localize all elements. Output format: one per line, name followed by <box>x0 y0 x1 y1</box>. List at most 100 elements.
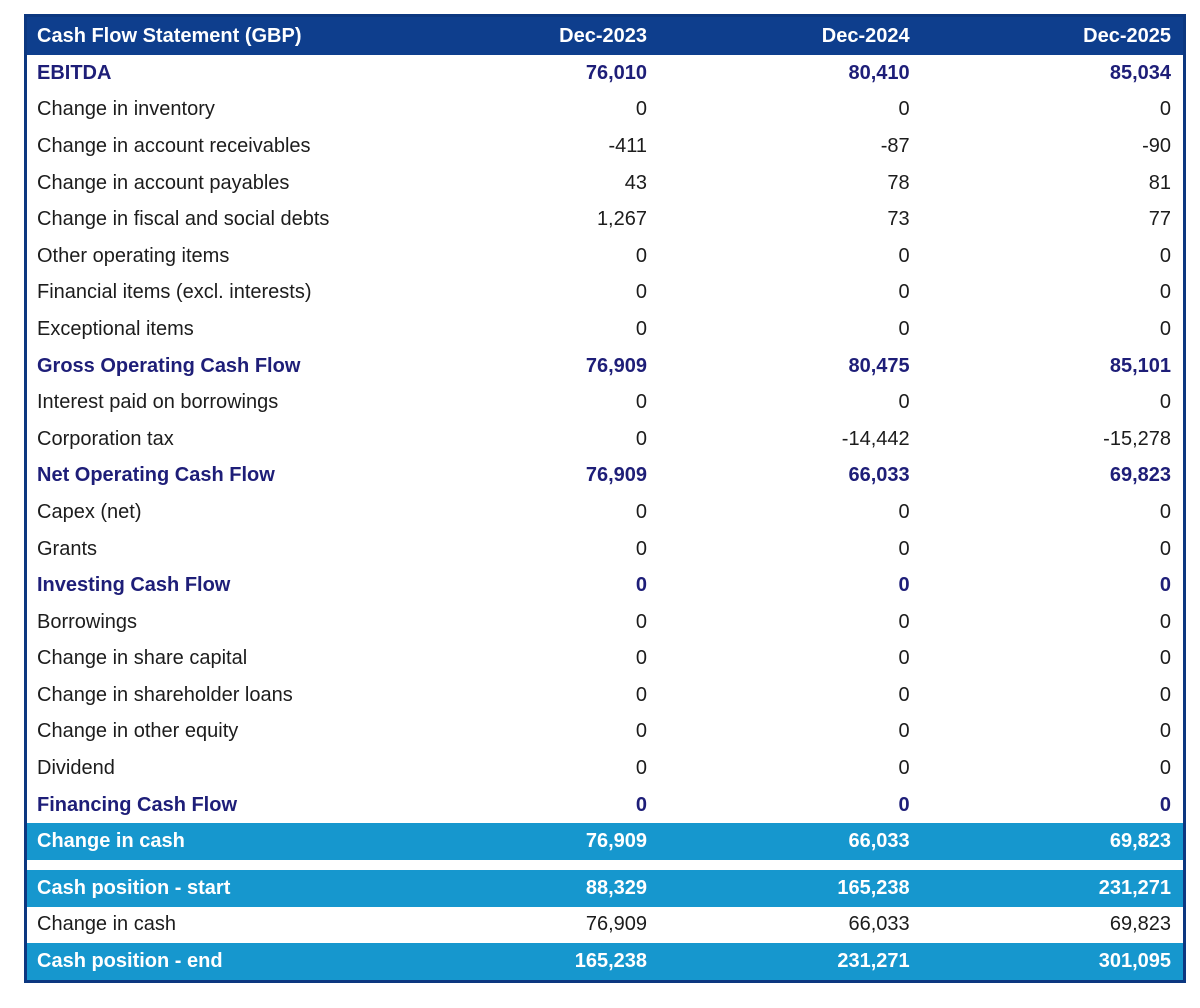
row-label: Financing Cash Flow <box>25 786 397 824</box>
table-row: Gross Operating Cash Flow 76,909 80,475 85,… <box>25 347 1185 385</box>
row-label: Cash position - end <box>25 943 397 982</box>
cell-value: 88,329 <box>396 870 659 907</box>
cell-value: 43 <box>396 164 659 202</box>
cell-value: 0 <box>396 494 659 531</box>
table-row: Change in shareholder loans 0 0 0 <box>25 677 1185 714</box>
cell-value: 0 <box>396 420 659 458</box>
table-row: EBITDA 76,010 80,410 85,034 <box>25 55 1185 92</box>
cell-value: 0 <box>921 274 1185 312</box>
cell-value: 0 <box>396 91 659 129</box>
table-row: Net Operating Cash Flow 76,909 66,033 69,82… <box>25 457 1185 495</box>
cell-value: 0 <box>396 237 659 275</box>
table-row: Change in cash 76,909 66,033 69,823 <box>25 906 1185 944</box>
cell-value: 0 <box>396 311 659 348</box>
row-label: Change in account receivables <box>25 128 397 165</box>
row-label: Corporation tax <box>25 420 397 458</box>
cell-value: 231,271 <box>659 943 922 982</box>
cell-value: 0 <box>396 786 659 824</box>
row-label: Interest paid on borrowings <box>25 384 397 421</box>
table-row: Other operating items 0 0 0 <box>25 237 1185 275</box>
cell-value: 165,238 <box>396 943 659 982</box>
table-row: Borrowings 0 0 0 <box>25 603 1185 641</box>
cell-value: 0 <box>659 274 922 312</box>
cell-value: 165,238 <box>659 870 922 907</box>
cell-value: 80,410 <box>659 55 922 92</box>
row-label: EBITDA <box>25 55 397 92</box>
cell-value: 80,475 <box>659 347 922 385</box>
cell-value: 0 <box>659 91 922 129</box>
row-label: Cash position - start <box>25 870 397 907</box>
row-label: Change in account payables <box>25 164 397 202</box>
cell-value: 85,034 <box>921 55 1185 92</box>
cell-value: -15,278 <box>921 420 1185 458</box>
cell-value: 0 <box>396 274 659 312</box>
row-label: Grants <box>25 530 397 568</box>
row-label: Exceptional items <box>25 311 397 348</box>
table-row: Capex (net) 0 0 0 <box>25 494 1185 531</box>
table-row: Financing Cash Flow 0 0 0 <box>25 786 1185 824</box>
cell-value: 0 <box>921 750 1185 787</box>
cell-value: 76,909 <box>396 906 659 944</box>
column-header-dec-2024: Dec-2024 <box>659 15 922 55</box>
table-row: Cash position - start 88,329 165,238 231,27… <box>25 870 1185 907</box>
spacer-cell <box>25 860 1185 871</box>
cell-value: 0 <box>921 786 1185 824</box>
table-body: EBITDA 76,010 80,410 85,034 Change in invent… <box>25 55 1185 982</box>
cell-value: 0 <box>659 237 922 275</box>
cell-value: 0 <box>659 603 922 641</box>
table-row: Financial items (excl. interests) 0 0 0 <box>25 274 1185 312</box>
row-label: Gross Operating Cash Flow <box>25 347 397 385</box>
column-header-dec-2025: Dec-2025 <box>921 15 1185 55</box>
cell-value: 0 <box>921 530 1185 568</box>
cell-value: 66,033 <box>659 823 922 861</box>
cell-value: 231,271 <box>921 870 1185 907</box>
cell-value: 69,823 <box>921 906 1185 944</box>
table-title: Cash Flow Statement (GBP) <box>25 15 397 55</box>
cell-value: 76,909 <box>396 457 659 495</box>
cell-value: -14,442 <box>659 420 922 458</box>
cell-value: 0 <box>921 567 1185 604</box>
cell-value: 0 <box>921 91 1185 129</box>
cell-value: 0 <box>921 494 1185 531</box>
row-label: Change in share capital <box>25 640 397 678</box>
cell-value: 0 <box>396 530 659 568</box>
cell-value: 85,101 <box>921 347 1185 385</box>
table-row: Change in fiscal and social debts 1,267 73… <box>25 201 1185 238</box>
cell-value: 0 <box>921 713 1185 751</box>
row-label: Change in shareholder loans <box>25 677 397 714</box>
cell-value: 0 <box>659 311 922 348</box>
cell-value: 0 <box>396 384 659 421</box>
cell-value: -87 <box>659 128 922 165</box>
table-row: Cash position - end 165,238 231,271 301,095 <box>25 943 1185 982</box>
cell-value: 0 <box>659 567 922 604</box>
cell-value: -90 <box>921 128 1185 165</box>
row-label: Investing Cash Flow <box>25 567 397 604</box>
cell-value: 0 <box>659 384 922 421</box>
table-row: Exceptional items 0 0 0 <box>25 311 1185 348</box>
row-label: Change in cash <box>25 906 397 944</box>
row-label: Change in inventory <box>25 91 397 129</box>
row-label: Capex (net) <box>25 494 397 531</box>
table-row: Corporation tax 0 -14,442 -15,278 <box>25 420 1185 458</box>
cell-value: 0 <box>396 603 659 641</box>
row-label: Borrowings <box>25 603 397 641</box>
row-label: Change in cash <box>25 823 397 861</box>
table-row: Change in inventory 0 0 0 <box>25 91 1185 129</box>
table-row: Change in other equity 0 0 0 <box>25 713 1185 751</box>
cell-value: 0 <box>921 677 1185 714</box>
table-row: Grants 0 0 0 <box>25 530 1185 568</box>
cell-value: 0 <box>396 640 659 678</box>
cell-value: 0 <box>921 311 1185 348</box>
cell-value: 73 <box>659 201 922 238</box>
cell-value: 0 <box>921 384 1185 421</box>
cell-value: 69,823 <box>921 457 1185 495</box>
cell-value: 0 <box>921 603 1185 641</box>
cell-value: 76,909 <box>396 823 659 861</box>
table-row: Investing Cash Flow 0 0 0 <box>25 567 1185 604</box>
cell-value: 81 <box>921 164 1185 202</box>
cell-value: 69,823 <box>921 823 1185 861</box>
table-header: Cash Flow Statement (GBP) Dec-2023 Dec-2… <box>25 15 1185 55</box>
row-label: Dividend <box>25 750 397 787</box>
cell-value: 78 <box>659 164 922 202</box>
cell-value: 0 <box>659 677 922 714</box>
